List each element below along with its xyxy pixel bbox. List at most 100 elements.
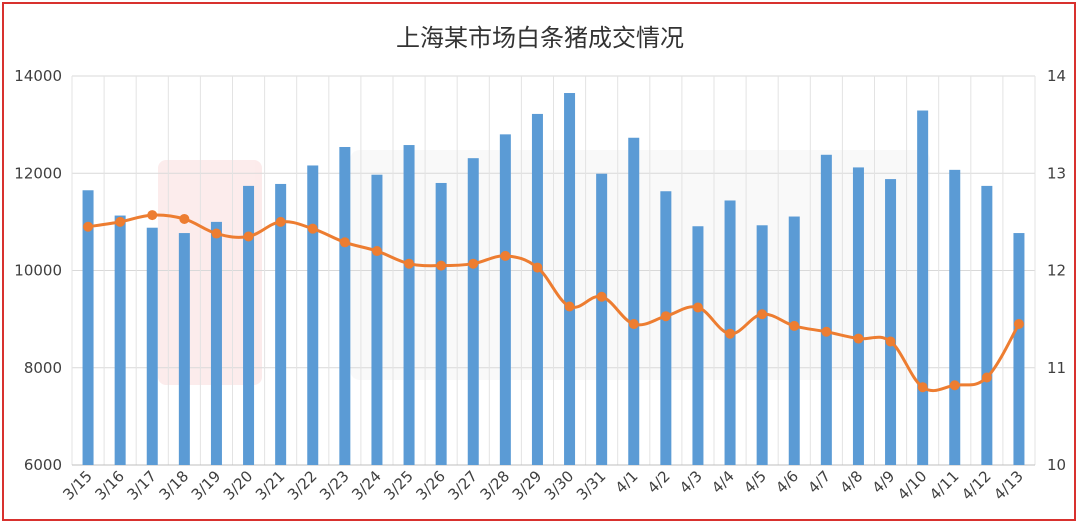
line-point-3/28 — [500, 250, 511, 261]
y-tick-label: 14000 — [14, 67, 62, 85]
line-point-3/30 — [564, 301, 575, 312]
bar-3/28 — [499, 134, 511, 465]
line-point-3/19 — [211, 228, 222, 239]
bar-4/2 — [660, 191, 672, 465]
y-tick-label: 10000 — [14, 262, 62, 280]
line-point-3/23 — [339, 237, 350, 248]
bar-4/12 — [981, 185, 993, 465]
bar-3/26 — [435, 182, 447, 465]
y2-tick-label: 12 — [1047, 262, 1066, 280]
bar-3/15 — [82, 190, 94, 466]
line-point-3/17 — [147, 210, 158, 221]
line-point-4/6 — [789, 320, 800, 331]
x-tick-label: 4/7 — [804, 467, 834, 497]
bar-4/5 — [756, 225, 768, 465]
bar-3/19 — [210, 221, 222, 465]
line-point-4/4 — [725, 328, 736, 339]
x-tick-label: 3/26 — [412, 467, 449, 504]
watermark-logo — [158, 150, 930, 385]
y2-tick-label: 14 — [1047, 67, 1066, 85]
x-tick-label: 4/8 — [836, 467, 866, 497]
x-tick-label: 4/12 — [958, 467, 995, 504]
line-point-4/2 — [660, 311, 671, 322]
line-point-4/11 — [949, 380, 960, 391]
x-tick-label: 3/22 — [284, 467, 321, 504]
bar-3/29 — [531, 113, 543, 466]
x-tick-label: 3/29 — [509, 467, 546, 504]
line-point-3/22 — [307, 223, 318, 234]
y-tick-label: 12000 — [14, 164, 62, 182]
line-point-3/21 — [275, 216, 286, 227]
y-tick-label: 6000 — [24, 456, 62, 474]
line-point-4/12 — [981, 372, 992, 383]
x-tick-label: 3/17 — [124, 467, 161, 504]
bar-3/30 — [564, 93, 576, 466]
x-tick-label: 3/23 — [316, 467, 353, 504]
line-point-4/10 — [917, 382, 928, 393]
bar-3/23 — [339, 146, 351, 465]
x-tick-label: 4/9 — [869, 467, 899, 497]
line-point-3/31 — [596, 291, 607, 302]
x-tick-label: 3/28 — [477, 467, 514, 504]
line-point-4/9 — [885, 336, 896, 347]
line-point-3/27 — [468, 258, 479, 269]
x-tick-label: 4/3 — [676, 467, 706, 497]
bar-4/8 — [852, 167, 864, 466]
bar-3/18 — [178, 233, 190, 465]
y2-tick-label: 11 — [1047, 359, 1066, 377]
bar-3/31 — [596, 173, 608, 465]
chart-title: 上海某市场白条猪成交情况 — [396, 24, 684, 52]
bar-4/9 — [885, 179, 897, 465]
bar-4/7 — [820, 154, 832, 465]
y-tick-label: 8000 — [24, 359, 62, 377]
x-tick-label: 3/16 — [91, 467, 128, 504]
x-tick-label: 3/19 — [188, 467, 225, 504]
bar-3/17 — [146, 227, 158, 465]
line-point-4/13 — [1013, 318, 1024, 329]
line-point-3/18 — [179, 213, 190, 224]
line-point-3/29 — [532, 262, 543, 273]
line-point-3/24 — [371, 246, 382, 257]
x-tick-label: 4/11 — [926, 467, 963, 504]
bar-4/11 — [949, 169, 961, 465]
y2-tick-label: 10 — [1047, 456, 1066, 474]
line-point-4/8 — [853, 333, 864, 344]
x-tick-label: 3/20 — [220, 467, 257, 504]
line-point-4/5 — [757, 309, 768, 320]
x-tick-label: 4/6 — [772, 467, 802, 497]
x-tick-label: 4/13 — [990, 467, 1027, 504]
line-point-4/7 — [821, 326, 832, 337]
x-tick-label: 3/18 — [156, 467, 193, 504]
x-tick-label: 3/15 — [59, 467, 96, 504]
bar-3/24 — [371, 174, 383, 466]
x-tick-label: 4/10 — [894, 467, 931, 504]
bar-3/16 — [114, 215, 126, 465]
bar-4/1 — [628, 137, 640, 465]
line-point-3/15 — [83, 221, 94, 232]
bar-4/10 — [917, 110, 929, 466]
bar-3/25 — [403, 145, 415, 466]
line-point-4/3 — [692, 302, 703, 313]
bar-3/22 — [307, 165, 319, 465]
bar-4/6 — [788, 216, 800, 465]
x-tick-label: 4/5 — [740, 467, 770, 497]
bar-3/27 — [467, 158, 479, 465]
x-tick-label: 3/21 — [252, 467, 289, 504]
bar-3/20 — [243, 185, 255, 465]
x-tick-label: 3/31 — [573, 467, 610, 504]
bar-4/3 — [692, 226, 704, 465]
x-tick-label: 4/2 — [644, 467, 674, 497]
bar-4/13 — [1013, 233, 1025, 465]
x-tick-label: 3/25 — [380, 467, 417, 504]
x-tick-label: 3/24 — [348, 467, 385, 504]
line-point-3/25 — [404, 258, 415, 269]
line-point-3/16 — [115, 216, 126, 227]
y2-tick-label: 13 — [1047, 164, 1066, 182]
line-point-4/1 — [628, 318, 639, 329]
x-tick-label: 3/30 — [541, 467, 578, 504]
line-point-3/26 — [436, 260, 447, 271]
x-tick-label: 4/4 — [708, 467, 738, 497]
x-tick-label: 4/1 — [612, 467, 642, 497]
bar-3/21 — [275, 183, 287, 465]
